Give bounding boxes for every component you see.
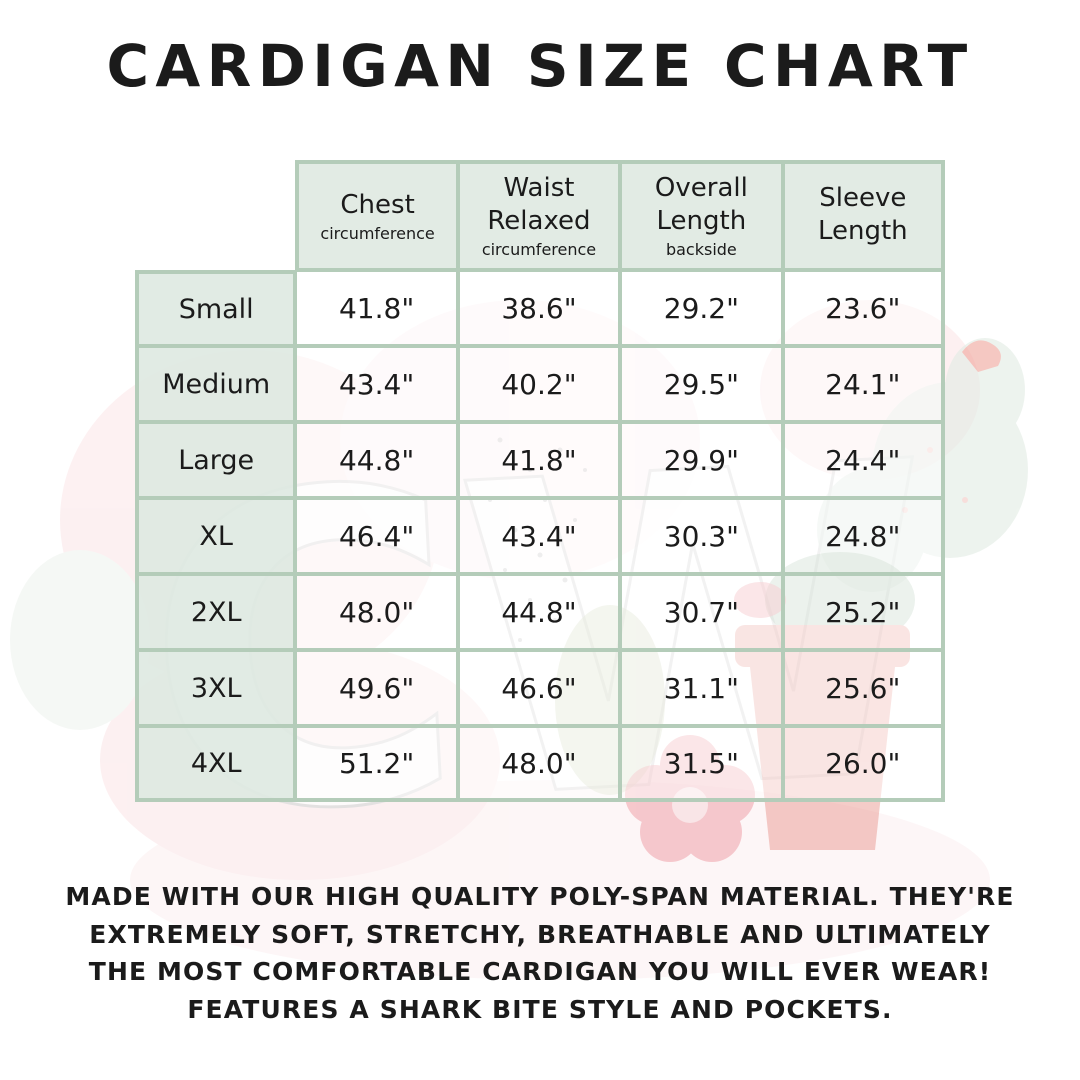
size-value-cell: 29.5": [620, 346, 783, 422]
column-header-sublabel: circumference: [320, 224, 435, 244]
size-row-label: XL: [135, 498, 296, 574]
size-row-label: 2XL: [135, 574, 296, 650]
column-header-chest: Chest circumference: [295, 160, 458, 270]
size-value-cell: 31.5": [620, 726, 783, 802]
size-value-cell: 46.6": [457, 650, 621, 726]
size-value-cell: 41.8": [295, 270, 458, 346]
column-header-label: Overall Length: [654, 173, 748, 236]
material-description: MADE WITH OUR HIGH QUALITY POLY-SPAN MAT…: [0, 878, 1080, 1028]
page-title: CARDIGAN SIZE CHART: [106, 32, 974, 100]
column-header-waist: Waist Relaxed circumference: [457, 160, 621, 270]
table-row-4xl: 4XL 51.2" 48.0" 31.5" 26.0": [135, 726, 945, 802]
table-row-2xl: 2XL 48.0" 44.8" 30.7" 25.2": [135, 574, 945, 650]
size-row-label: Small: [135, 270, 296, 346]
size-value-cell: 48.0": [295, 574, 458, 650]
description-line: MADE WITH OUR HIGH QUALITY POLY-SPAN MAT…: [65, 882, 1015, 911]
column-header-sublabel: backside: [665, 240, 737, 260]
size-value-cell: 30.7": [620, 574, 783, 650]
size-chart-table: Chest circumference Waist Relaxed circum…: [135, 160, 945, 802]
table-row-medium: Medium 43.4" 40.2" 29.5" 24.1": [135, 346, 945, 422]
size-value-cell: 29.9": [620, 422, 783, 498]
header-row: Chest circumference Waist Relaxed circum…: [135, 160, 945, 270]
size-value-cell: 46.4": [295, 498, 458, 574]
table-row-small: Small 41.8" 38.6" 29.2" 23.6": [135, 270, 945, 346]
size-value-cell: 44.8": [295, 422, 458, 498]
size-value-cell: 30.3": [620, 498, 783, 574]
size-value-cell: 24.1": [782, 346, 945, 422]
table-corner-cell: [135, 160, 296, 270]
column-header-sublabel: circumference: [481, 240, 597, 260]
size-value-cell: 26.0": [782, 726, 945, 802]
table-row-xl: XL 46.4" 43.4" 30.3" 24.8": [135, 498, 945, 574]
size-value-cell: 40.2": [457, 346, 621, 422]
size-value-cell: 24.4": [782, 422, 945, 498]
description-line: FEATURES A SHARK BITE STYLE AND POCKETS.: [187, 994, 893, 1024]
size-row-label: 3XL: [135, 650, 296, 726]
watermark-green-blob: [10, 550, 150, 730]
size-row-label: 4XL: [135, 726, 296, 802]
size-row-label: Large: [135, 422, 296, 498]
column-header-sleeve-length: Sleeve Length: [782, 160, 945, 270]
description-line: EXTREMELY SOFT, STRETCHY, BREATHABLE AND…: [89, 919, 991, 949]
size-value-cell: 48.0": [457, 726, 621, 802]
size-value-cell: 41.8": [457, 422, 621, 498]
column-header-overall-length: Overall Length backside: [620, 160, 783, 270]
size-value-cell: 51.2": [295, 726, 458, 802]
size-value-cell: 38.6": [457, 270, 621, 346]
size-row-label: Medium: [135, 346, 296, 422]
description-line: THE MOST COMFORTABLE CARDIGAN YOU WILL E…: [88, 957, 992, 986]
column-header-label: Sleeve Length: [817, 183, 908, 246]
column-header-label: Waist Relaxed: [487, 173, 591, 236]
size-value-cell: 49.6": [295, 650, 458, 726]
watermark-cactus-flower: [962, 340, 1001, 372]
size-value-cell: 24.8": [782, 498, 945, 574]
size-value-cell: 23.6": [782, 270, 945, 346]
table-row-3xl: 3XL 49.6" 46.6" 31.1" 25.6": [135, 650, 945, 726]
size-value-cell: 29.2": [620, 270, 783, 346]
column-header-label: Chest: [340, 189, 415, 220]
size-value-cell: 31.1": [620, 650, 783, 726]
size-value-cell: 25.6": [782, 650, 945, 726]
size-value-cell: 43.4": [457, 498, 621, 574]
size-value-cell: 43.4": [295, 346, 458, 422]
table-row-large: Large 44.8" 41.8" 29.9" 24.4": [135, 422, 945, 498]
size-value-cell: 25.2": [782, 574, 945, 650]
size-value-cell: 44.8": [457, 574, 621, 650]
